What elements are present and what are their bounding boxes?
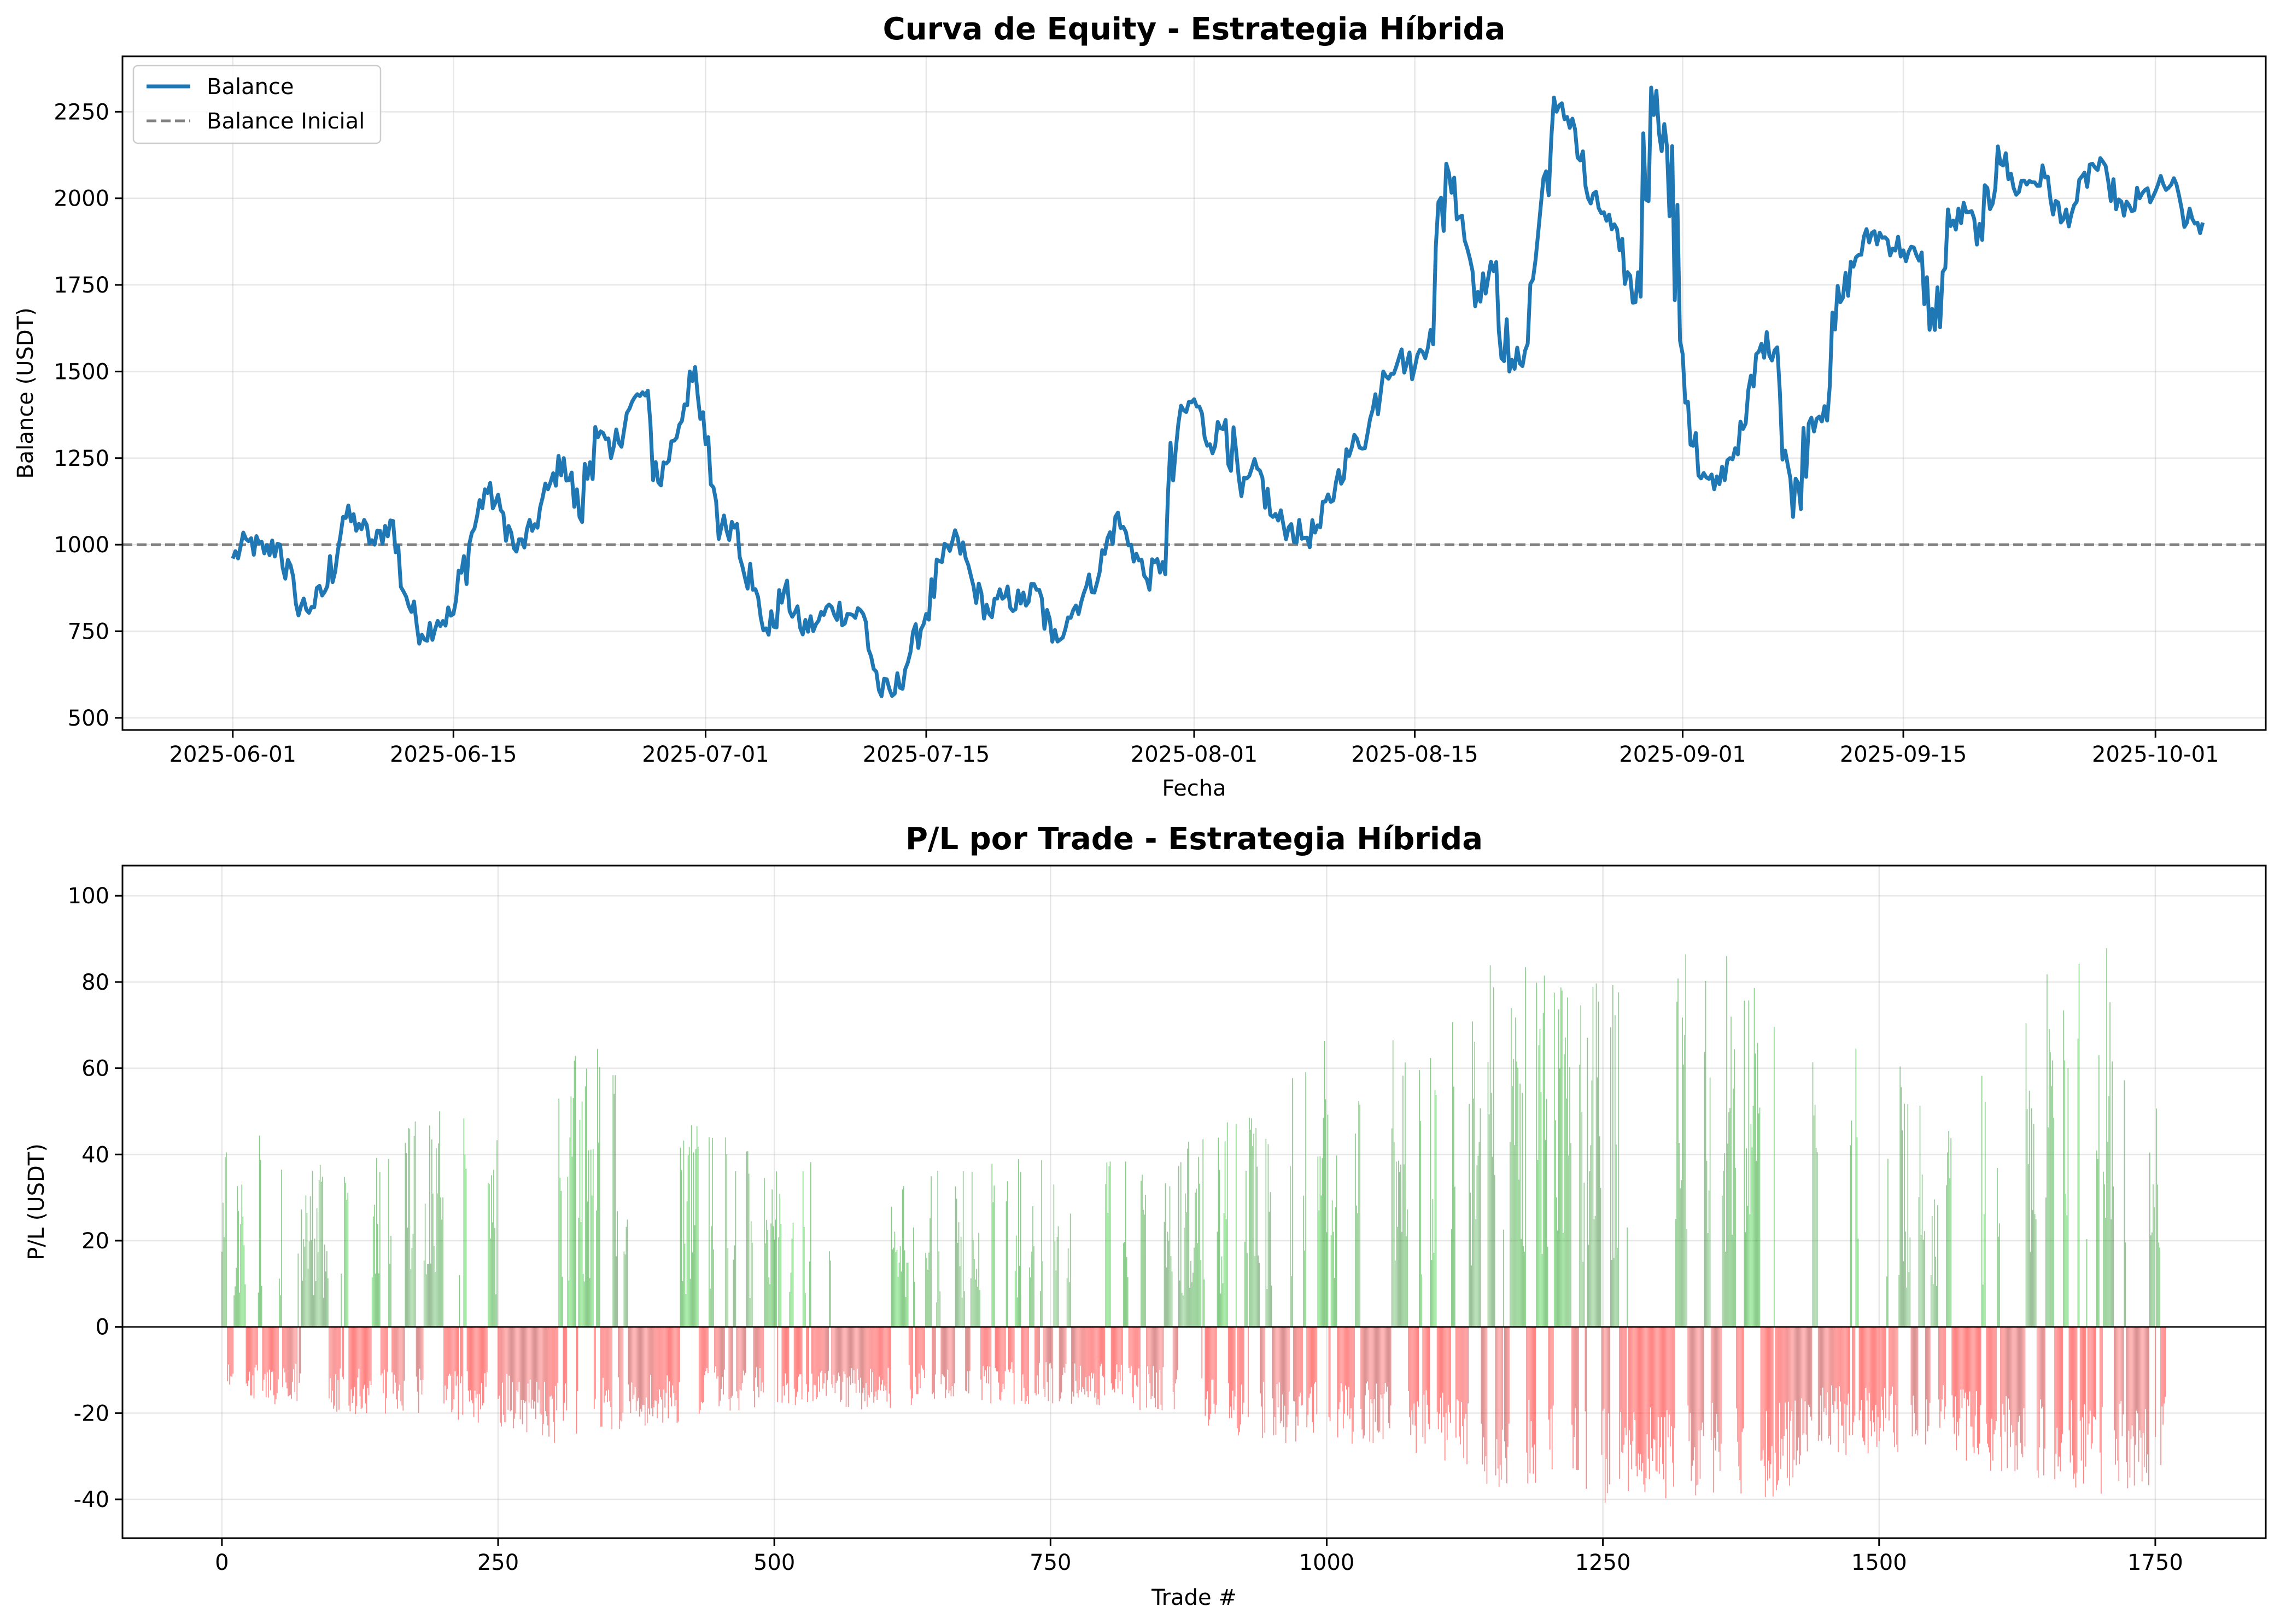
equity-y-tick-label: 2000 <box>54 186 109 212</box>
pl-y-label: P/L (USDT) <box>24 1143 49 1260</box>
equity-y-tick-label: 1500 <box>54 359 109 384</box>
pl-y-tick-label: 20 <box>81 1229 109 1254</box>
pl-x-tick-label: 750 <box>1030 1550 1071 1575</box>
legend-initial-label: Balance Inicial <box>207 109 365 134</box>
balance-line <box>231 85 2205 698</box>
equity-x-axis: 2025-06-01 2025-06-15 2025-07-01 2025-07-15… <box>169 730 2219 767</box>
pl-x-tick-label: 0 <box>215 1550 229 1575</box>
legend-balance-label: Balance <box>207 74 294 100</box>
pl-x-label: Trade # <box>1151 1585 1237 1610</box>
equity-x-tick-label: 2025-06-15 <box>390 742 517 767</box>
pl-x-tick-label: 500 <box>753 1550 795 1575</box>
pl-y-axis: -40 -20 0 20 40 60 80 100 <box>68 884 122 1512</box>
pl-x-tick-label: 1750 <box>2127 1550 2183 1575</box>
pl-chart-title: P/L por Trade - Estrategia Híbrida <box>905 821 1483 857</box>
equity-x-tick-label: 2025-08-01 <box>1131 742 1258 767</box>
pl-x-tick-label: 1000 <box>1299 1550 1355 1575</box>
pl-x-tick-label: 1500 <box>1851 1550 1907 1575</box>
equity-x-tick-label: 2025-06-01 <box>169 742 296 767</box>
equity-y-tick-label: 750 <box>68 619 109 644</box>
pl-grid <box>122 866 2266 1538</box>
equity-x-tick-label: 2025-07-15 <box>863 742 990 767</box>
equity-y-label: Balance (USDT) <box>13 307 38 478</box>
equity-chart-title: Curva de Equity - Estrategia Híbrida <box>883 11 1506 47</box>
equity-y-tick-label: 2250 <box>54 100 109 125</box>
equity-chart: Curva de Equity - Estrategia Híbrida 202… <box>13 11 2267 801</box>
pl-x-tick-label: 1250 <box>1575 1550 1631 1575</box>
pl-y-tick-label: -40 <box>74 1487 109 1512</box>
pl-y-tick-label: -20 <box>74 1401 109 1426</box>
pl-x-tick-label: 250 <box>477 1550 519 1575</box>
losing-trade-bars <box>227 1327 2166 1503</box>
pl-y-tick-label: 60 <box>81 1056 109 1082</box>
equity-x-tick-label: 2025-09-15 <box>1840 742 1967 767</box>
pl-y-tick-label: 0 <box>96 1315 109 1340</box>
equity-y-tick-label: 1000 <box>54 533 109 558</box>
equity-y-tick-label: 1250 <box>54 446 109 471</box>
equity-x-tick-label: 2025-09-01 <box>1619 742 1746 767</box>
pl-chart: P/L por Trade - Estrategia Híbrida 0 250 5… <box>24 821 2267 1610</box>
equity-y-axis: 500 750 1000 1250 1500 1750 2000 2250 <box>54 100 122 731</box>
winning-trade-bars <box>221 948 2160 1327</box>
equity-y-tick-label: 1750 <box>54 273 109 298</box>
equity-x-tick-label: 2025-07-01 <box>642 742 769 767</box>
equity-x-tick-label: 2025-08-15 <box>1351 742 1478 767</box>
pl-plot-frame <box>121 864 2267 1539</box>
equity-y-tick-label: 500 <box>68 706 109 731</box>
pl-x-axis: 0 250 500 750 1000 1250 1500 1750 <box>215 1538 2183 1575</box>
legend-box <box>132 65 382 144</box>
equity-grid <box>122 56 2266 730</box>
pl-bars <box>122 948 2266 1503</box>
pl-y-tick-label: 100 <box>68 884 109 909</box>
equity-series <box>122 85 2266 698</box>
equity-x-tick-label: 2025-10-01 <box>2092 742 2219 767</box>
pl-y-tick-label: 40 <box>81 1142 109 1167</box>
equity-x-label: Fecha <box>1162 776 1226 801</box>
equity-legend: Balance Balance Inicial <box>132 65 382 144</box>
pl-y-tick-label: 80 <box>81 970 109 995</box>
